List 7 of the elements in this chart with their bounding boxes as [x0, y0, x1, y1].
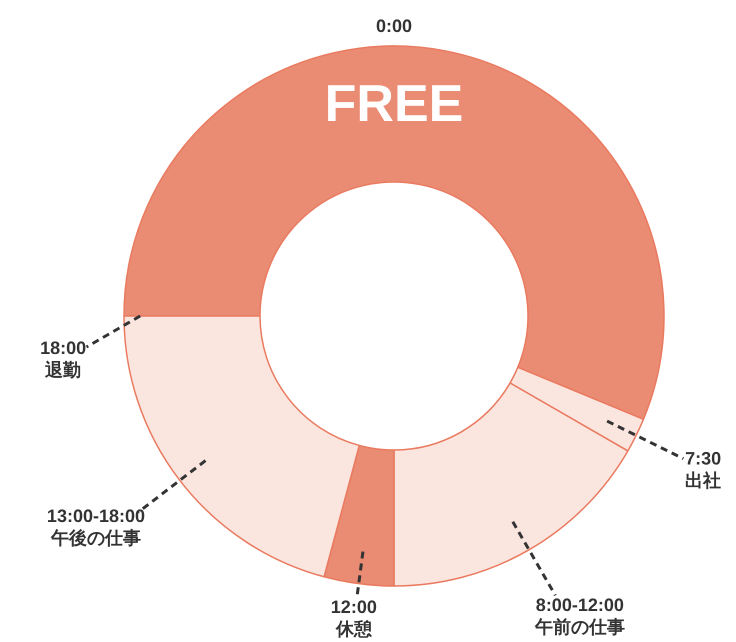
slice-label: FREE — [324, 75, 464, 133]
text: 18:00 退勤 — [40, 338, 86, 380]
slice-label: 12:00 休憩 — [330, 596, 377, 639]
slice-label: 7:30 出社 — [685, 448, 722, 490]
slice-label: 8:00-12:00 午前の仕事 — [534, 595, 625, 638]
slice-label: 13:00-18:00 午後の仕事 — [46, 506, 146, 548]
text: 0:00 — [376, 16, 412, 36]
